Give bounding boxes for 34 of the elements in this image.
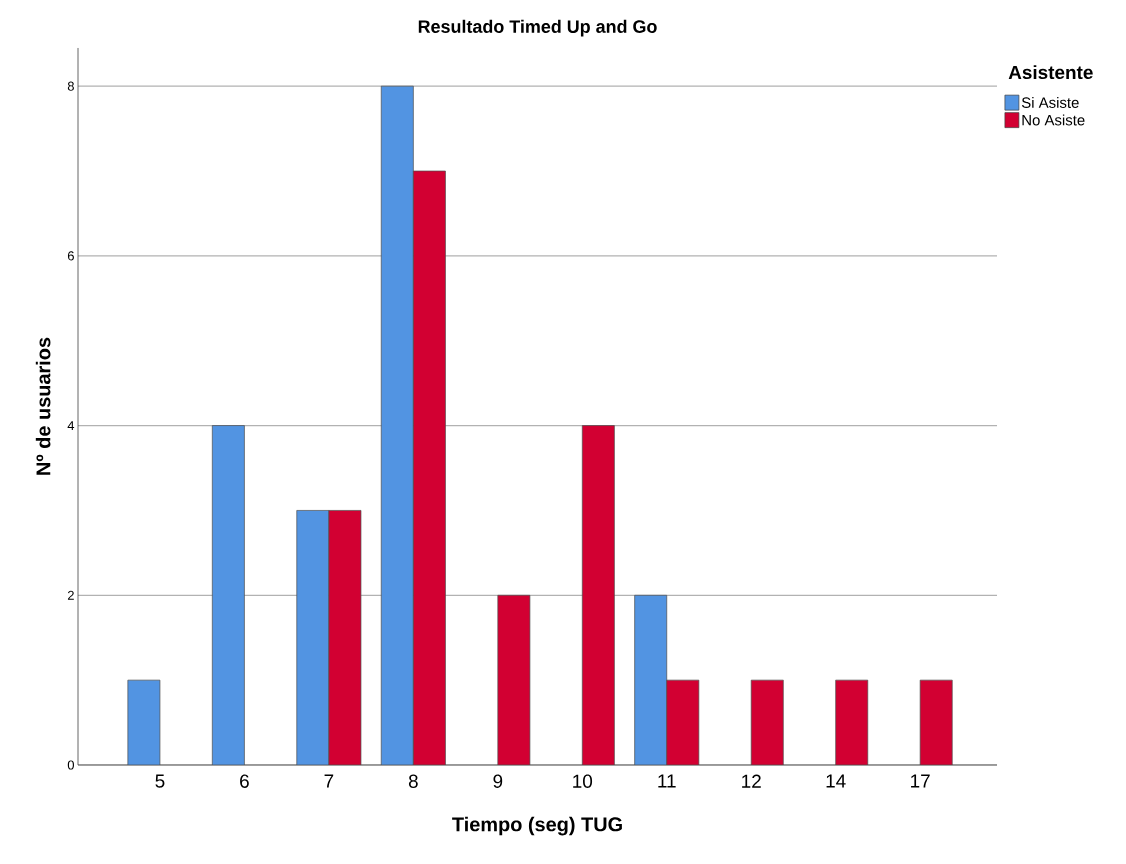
x-tick-label: 7 [324,774,334,788]
x-axis-title: Tiempo (seg) TUG [452,816,622,836]
y-tick-label: 4 [67,421,75,431]
x-tick-label: 10 [573,774,593,788]
y-tick-label: 6 [67,251,74,261]
bar [497,594,531,765]
x-tick-label: 11 [658,774,676,788]
x-tick-label: 9 [493,774,503,788]
x-tick-label: 14 [826,774,846,788]
bar [581,425,615,765]
x-tick-label: 17 [911,774,930,788]
bar [211,425,245,765]
x-tick-label: 6 [240,774,249,788]
bar [413,170,446,765]
x-tick-label: 5 [155,774,165,788]
bar [750,679,784,765]
y-tick-label: 2 [67,590,74,600]
legend-title: Asistente [1008,65,1093,80]
y-tick-label: 8 [67,81,74,91]
chart-title: Resultado Timed Up and Go [418,19,657,37]
x-tick-label: 12 [742,774,761,788]
y-axis-title: Nº de usuarios [35,337,51,475]
x-tick-label: 8 [408,774,418,788]
bar [127,679,161,765]
bar [380,85,414,765]
bar [666,679,700,765]
y-tick-label: 0 [67,760,74,770]
legend-label: No Asiste [1022,114,1085,126]
bar [919,679,953,765]
legend-label: Si Asiste [1021,96,1079,108]
bar [328,510,362,765]
bar [296,510,330,765]
bar [634,594,668,765]
bar [835,679,869,765]
